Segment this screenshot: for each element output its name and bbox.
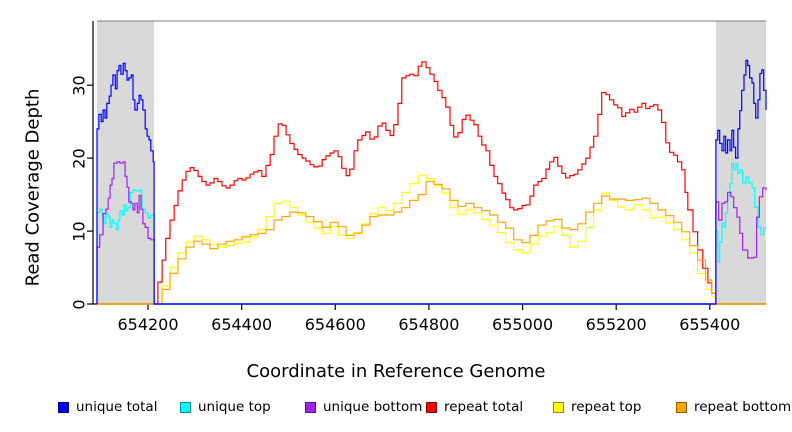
y-tick-label: 10	[69, 221, 89, 242]
series-repeat-top	[97, 175, 766, 305]
y-tick-label: 0	[69, 299, 89, 310]
y-tick-label: 20	[69, 148, 89, 169]
y-axis-title: Read Coverage Depth	[22, 88, 44, 287]
x-tick-label: 654800	[398, 315, 460, 334]
series-unique-total	[96, 59, 767, 305]
x-tick-label: 654400	[211, 315, 273, 334]
highlight-band	[715, 21, 766, 304]
series-unique-bottom	[96, 161, 767, 305]
x-tick-label: 655200	[585, 315, 647, 334]
series-unique-top	[96, 162, 766, 305]
x-tick-label: 655400	[679, 315, 741, 334]
series-repeat-bottom	[97, 180, 766, 305]
y-tick-label: 30	[69, 75, 89, 96]
series-repeat-total	[97, 61, 766, 305]
x-tick-label: 655000	[492, 315, 554, 334]
x-tick-label: 654600	[304, 315, 366, 334]
x-tick-label: 654200	[117, 315, 179, 334]
x-axis-title: Coordinate in Reference Genome	[246, 361, 546, 382]
